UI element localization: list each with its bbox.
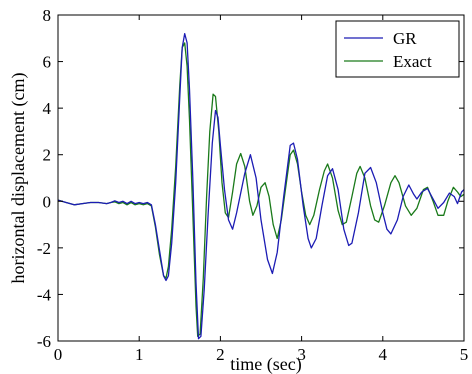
x-tick-label: 4 xyxy=(379,345,388,364)
ticks-layer xyxy=(57,14,465,342)
y-tick-label: 2 xyxy=(43,146,52,165)
tick-labels-layer: 0 1 2 3 4 5 -6 -4 -2 0 2 4 6 8 xyxy=(37,6,468,364)
x-tick-label: 3 xyxy=(297,345,306,364)
y-tick-label: 8 xyxy=(43,6,52,25)
series-line-gr xyxy=(58,32,464,340)
legend-box xyxy=(335,20,460,78)
y-tick-label: -2 xyxy=(37,239,51,258)
x-tick-label: 1 xyxy=(135,345,144,364)
x-tick-label: 0 xyxy=(54,345,63,364)
legend-label-exact: Exact xyxy=(393,52,432,71)
x-axis-label: time (sec) xyxy=(230,354,301,374)
y-axis-label: horizontal displacement (cm) xyxy=(8,73,29,284)
x-tick-label: 5 xyxy=(460,345,469,364)
y-tick-label: 6 xyxy=(43,53,52,72)
y-tick-label: 0 xyxy=(43,192,52,211)
x-tick-label: 2 xyxy=(216,345,225,364)
series-layer xyxy=(58,32,464,340)
legend-label-gr: GR xyxy=(393,29,417,48)
y-tick-label: -6 xyxy=(37,332,51,351)
series-line-exact xyxy=(58,42,464,337)
plot-frame xyxy=(57,14,465,342)
y-tick-label: -4 xyxy=(37,285,52,304)
y-tick-label: 4 xyxy=(43,99,52,118)
legend: GR Exact xyxy=(335,20,460,78)
